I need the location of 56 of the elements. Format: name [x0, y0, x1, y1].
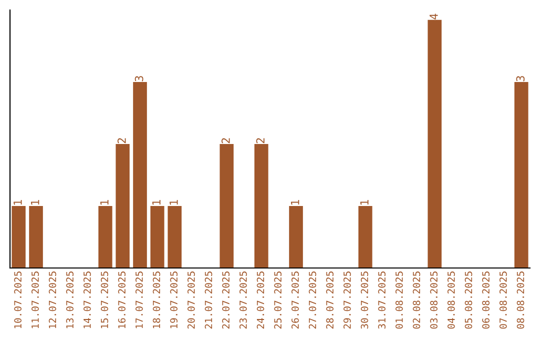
x-tick-label: 18.07.2025 [152, 272, 160, 328]
x-tick-label: 17.07.2025 [135, 272, 143, 328]
x-tick-label: 14.07.2025 [83, 272, 91, 328]
data-label: 2 [256, 138, 264, 144]
x-tick-label: 11.07.2025 [31, 272, 39, 328]
bar [116, 144, 130, 268]
data-label: 3 [134, 76, 144, 82]
x-tick-label: 08.08.2025 [516, 272, 524, 329]
x-tick-label: 23.07.2025 [239, 272, 247, 329]
x-tick-label: 28.07.2025 [326, 272, 334, 329]
x-tick-label: 10.07.2025 [14, 272, 22, 328]
x-tick-label: 16.07.2025 [118, 272, 126, 328]
bar [168, 206, 182, 268]
bar [12, 206, 26, 268]
x-tick-label: 24.07.2025 [256, 272, 264, 329]
data-label: 1 [100, 200, 108, 205]
x-tick-label: 29.07.2025 [343, 272, 351, 329]
data-label: 2 [118, 138, 126, 144]
x-tick-label: 07.08.2025 [499, 272, 507, 329]
x-tick-label: 27.07.2025 [308, 272, 316, 329]
data-label: 2 [222, 138, 230, 144]
x-tick-label: 21.07.2025 [204, 272, 212, 329]
x-tick-label: 04.08.2025 [447, 272, 455, 329]
x-tick-label: 20.07.2025 [187, 272, 195, 329]
bar [289, 206, 303, 268]
bar [133, 82, 147, 268]
data-label: 1 [14, 200, 22, 205]
bar [428, 20, 442, 268]
x-tick-label: 30.07.2025 [360, 272, 368, 329]
bar [29, 206, 43, 268]
bar [220, 144, 234, 268]
x-tick-label: 03.08.2025 [430, 272, 438, 329]
x-tick-label: 05.08.2025 [464, 272, 472, 329]
bar [98, 206, 112, 268]
data-label: 3 [516, 76, 525, 82]
data-label: 1 [360, 200, 368, 205]
data-label: 4 [430, 14, 438, 20]
bar [358, 206, 372, 268]
x-tick-label: 01.08.2025 [395, 272, 403, 329]
bar [150, 206, 164, 268]
data-label: 1 [152, 200, 160, 205]
x-tick-label: 06.08.2025 [482, 272, 490, 329]
data-label: 1 [30, 200, 40, 205]
x-tick-label: 25.07.2025 [274, 272, 282, 329]
data-label: 1 [170, 200, 178, 205]
x-tick-label: 12.07.2025 [48, 272, 56, 328]
x-tick-label: 13.07.2025 [66, 272, 74, 328]
x-tick-label: 26.07.2025 [291, 272, 299, 329]
x-tick-label: 19.07.2025 [170, 272, 178, 328]
x-tick-label: 22.07.2025 [222, 272, 230, 329]
x-tick-label: 15.07.2025 [100, 272, 108, 328]
x-tick-label: 31.07.2025 [378, 272, 386, 329]
data-label: 1 [290, 200, 300, 205]
bar [254, 144, 268, 268]
bar [514, 82, 528, 268]
x-tick-label: 02.08.2025 [412, 272, 420, 329]
